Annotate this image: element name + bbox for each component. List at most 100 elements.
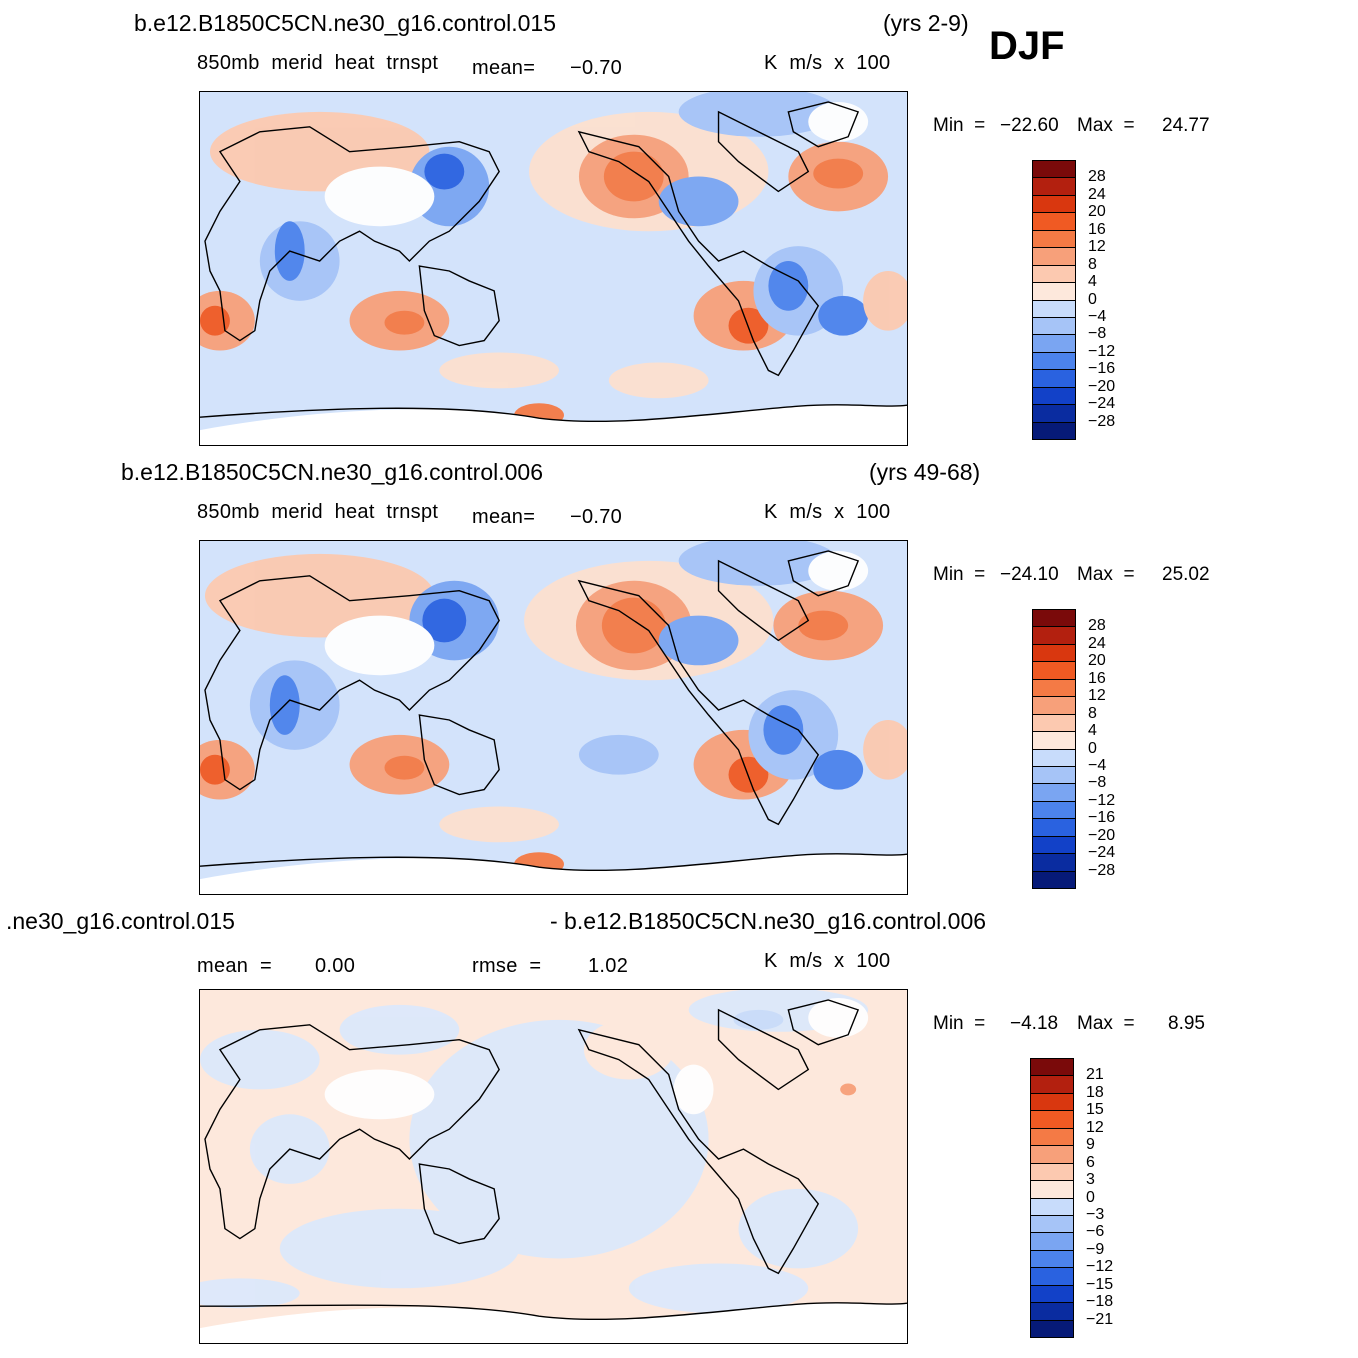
colorbar-swatch	[1032, 194, 1076, 214]
colorbar-swatch	[1030, 1145, 1074, 1164]
colorbar-label: 0	[1086, 1188, 1095, 1206]
colorbar-label: 3	[1086, 1171, 1095, 1189]
panel3-contour-field	[200, 990, 907, 1343]
colorbar-swatch	[1030, 1180, 1074, 1199]
colorbar-label: −28	[1088, 412, 1116, 430]
colorbar-swatch	[1032, 282, 1076, 301]
colorbar-swatch	[1032, 386, 1076, 406]
colorbar-label: −21	[1086, 1310, 1114, 1328]
colorbar-label: 21	[1086, 1066, 1104, 1084]
colorbar-swatch	[1032, 626, 1076, 645]
colorbar-label: 18	[1086, 1083, 1104, 1101]
panel2-units: K m/s x 100	[764, 501, 891, 523]
panel2-min-label: Min =	[933, 564, 986, 585]
colorbar-label: 6	[1086, 1153, 1095, 1171]
colorbar-swatch	[1030, 1092, 1074, 1112]
colorbar-swatch	[1032, 264, 1076, 284]
colorbar-label: −20	[1088, 377, 1116, 395]
panel2-max-value: 25.02	[1162, 564, 1210, 585]
colorbar-label: 24	[1088, 185, 1106, 203]
colorbar-swatch	[1032, 212, 1076, 231]
colorbar-label: 12	[1088, 687, 1106, 705]
panel1-mean-label: mean=	[472, 57, 536, 79]
colorbar-swatch	[1032, 783, 1076, 802]
colorbar-swatch	[1032, 643, 1076, 663]
colorbar-swatch	[1030, 1267, 1074, 1286]
panel1-contour-field	[200, 92, 907, 445]
colorbar-swatch	[1032, 421, 1076, 440]
colorbar-swatch	[1032, 853, 1076, 872]
colorbar-label: 4	[1088, 722, 1097, 740]
colorbar-swatch	[1032, 661, 1076, 680]
colorbar-label: −18	[1086, 1293, 1114, 1311]
panel1-variable: 850mb merid heat trnspt	[197, 52, 439, 74]
colorbar-label: 12	[1088, 238, 1106, 256]
panel1-max-label: Max =	[1077, 115, 1135, 136]
colorbar-swatch	[1032, 160, 1076, 179]
panel3-case-left: .ne30_g16.control.015	[6, 908, 235, 934]
colorbar-label: 4	[1088, 273, 1097, 291]
panel2-max-label: Max =	[1077, 564, 1135, 585]
colorbar-label: 0	[1088, 290, 1097, 308]
colorbar-swatch	[1032, 177, 1076, 196]
panel2-years: (yrs 49-68)	[869, 459, 981, 485]
panel3-mean-value: 0.00	[315, 955, 356, 977]
colorbar-label: −16	[1088, 809, 1116, 827]
colorbar-label: −8	[1088, 325, 1107, 343]
panel3-map	[199, 989, 908, 1344]
panel3-units: K m/s x 100	[764, 950, 891, 972]
panel1-min-value: −22.60	[1000, 115, 1059, 136]
panel1-colorbar: 28 24 20 16 12 8 4 0 −4 −8 −12 −16 −20 −24 −28	[1032, 160, 1115, 440]
colorbar-swatch	[1030, 1058, 1074, 1077]
colorbar-label: 28	[1088, 168, 1106, 186]
panel2-mean-label: mean=	[472, 506, 536, 528]
colorbar-label: −12	[1088, 342, 1116, 360]
colorbar-label: −16	[1088, 360, 1116, 378]
colorbar-swatch	[1032, 299, 1076, 318]
panel1-mean-value: −0.70	[570, 57, 623, 79]
colorbar-label: 0	[1088, 739, 1097, 757]
colorbar-label: −28	[1088, 861, 1116, 879]
panel3-max-label: Max =	[1077, 1013, 1135, 1034]
panel3-colorbar: 21 18 15 12 9 6 3 0 −3 −6 −9 −12 −15 −18 −21	[1030, 1058, 1113, 1338]
colorbar-swatch	[1032, 748, 1076, 767]
colorbar-swatch	[1032, 835, 1076, 855]
colorbar-swatch	[1030, 1249, 1074, 1269]
panel3-mean-label: mean =	[197, 955, 272, 977]
panel1-units: K m/s x 100	[764, 52, 891, 74]
colorbar-swatch	[1032, 609, 1076, 628]
colorbar-label: −12	[1088, 791, 1116, 809]
colorbar-swatch	[1032, 870, 1076, 889]
season-label: DJF	[989, 24, 1065, 68]
colorbar-label: 16	[1088, 669, 1106, 687]
colorbar-swatch	[1032, 334, 1076, 353]
colorbar-swatch	[1032, 404, 1076, 423]
panel3-case-right: - b.e12.B1850C5CN.ne30_g16.control.006	[550, 908, 987, 934]
colorbar-swatch	[1032, 678, 1076, 698]
colorbar-swatch	[1032, 765, 1076, 785]
panel2-mean-value: −0.70	[570, 506, 623, 528]
panel1-map	[199, 91, 908, 446]
colorbar-swatch	[1032, 713, 1076, 733]
colorbar-label: 28	[1088, 617, 1106, 635]
colorbar-swatch	[1030, 1110, 1074, 1129]
colorbar-label: 24	[1088, 634, 1106, 652]
panel2-colorbar: 28 24 20 16 12 8 4 0 −4 −8 −12 −16 −20 −24 −28	[1032, 609, 1115, 889]
colorbar-swatch	[1030, 1197, 1074, 1216]
panel1-years: (yrs 2-9)	[883, 10, 969, 36]
colorbar-swatch	[1032, 818, 1076, 837]
panel1-max-value: 24.77	[1162, 115, 1210, 136]
colorbar-label: 20	[1088, 652, 1106, 670]
colorbar-label: −15	[1086, 1275, 1114, 1293]
colorbar-swatch	[1032, 731, 1076, 750]
colorbar-label: 8	[1088, 255, 1097, 273]
panel1-min-label: Min =	[933, 115, 986, 136]
panel2-case-title: b.e12.B1850C5CN.ne30_g16.control.006	[121, 459, 543, 485]
colorbar-label: −24	[1088, 395, 1116, 413]
colorbar-swatch	[1032, 316, 1076, 336]
colorbar-label: −9	[1086, 1240, 1105, 1258]
colorbar-label: 15	[1086, 1101, 1104, 1119]
colorbar-label: −8	[1088, 774, 1107, 792]
colorbar-swatch	[1032, 696, 1076, 715]
panel2-contour-field	[200, 541, 907, 894]
